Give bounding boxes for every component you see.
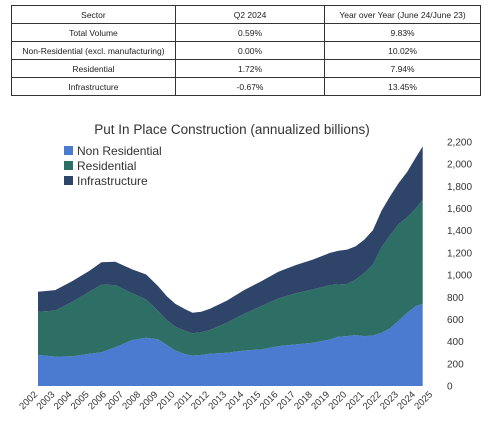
cell-yoy: 9.83% <box>324 23 481 42</box>
area-non-residential <box>38 303 423 386</box>
area-infrastructure <box>38 146 423 334</box>
area-series-group <box>38 146 423 386</box>
y-tick-label: 1,400 <box>447 226 472 237</box>
x-tick-label: 2017 <box>275 389 298 412</box>
cell-sector: Non-Residential (excl. manufacturing) <box>11 41 176 60</box>
cell-sector: Total Volume <box>11 23 176 42</box>
y-tick-label: 200 <box>447 359 464 370</box>
legend-label: Residential <box>77 159 136 173</box>
table-row: Residential 1.72% 7.94% <box>11 59 481 78</box>
cell-yoy: 10.02% <box>324 41 481 60</box>
x-tick-label: 2004 <box>52 389 75 412</box>
legend-label: Infrastructure <box>77 174 148 188</box>
table-header-row: Sector Q2 2024 Year over Year (June 24/J… <box>11 5 481 24</box>
y-tick-label: 1,200 <box>447 248 472 259</box>
legend-swatch <box>64 161 73 170</box>
y-tick-label: 600 <box>447 315 464 326</box>
table-row: Non-Residential (excl. manufacturing) 0.… <box>11 41 481 60</box>
x-tick-label: 2013 <box>206 389 229 412</box>
x-tick-label: 2014 <box>223 389 246 412</box>
cell-yoy: 13.45% <box>324 77 481 96</box>
area-residential <box>38 199 423 357</box>
legend-label: Non Residential <box>77 144 162 158</box>
x-tick-label: 2012 <box>189 389 212 412</box>
x-tick-label: 2024 <box>395 389 418 412</box>
header-yoy: Year over Year (June 24/June 23) <box>324 5 481 24</box>
x-tick-label: 2006 <box>86 389 109 412</box>
cell-q2: 0.59% <box>174 23 326 42</box>
cell-yoy: 7.94% <box>324 59 481 78</box>
x-tick-label: 2018 <box>292 389 315 412</box>
x-tick-label: 2016 <box>258 389 281 412</box>
y-tick-label: 400 <box>447 337 464 348</box>
x-tick-label: 2020 <box>326 389 349 412</box>
header-sector: Sector <box>11 5 176 24</box>
x-tick-label: 2021 <box>344 389 367 412</box>
x-tick-label: 2008 <box>120 389 143 412</box>
y-tick-label: 0 <box>447 382 453 393</box>
y-tick-label: 1,600 <box>447 204 472 215</box>
y-tick-label: 2,200 <box>447 138 472 149</box>
x-tick-label: 2011 <box>172 389 194 411</box>
x-tick-label: 2010 <box>155 389 178 412</box>
cell-sector: Residential <box>11 59 176 78</box>
y-tick-label: 2,000 <box>447 160 472 171</box>
x-tick-label: 2009 <box>138 389 161 412</box>
x-tick-label: 2022 <box>361 389 384 412</box>
chart-title: Put In Place Construction (annualized bi… <box>94 122 369 137</box>
y-tick-label: 800 <box>447 293 464 304</box>
cell-q2: 0.00% <box>174 41 326 60</box>
construction-area-chart: Put In Place Construction (annualized bi… <box>17 122 472 412</box>
cell-sector: Infrastructure <box>11 77 176 96</box>
x-tick-label: 2005 <box>69 389 92 412</box>
legend-swatch <box>64 146 73 155</box>
table-row: Total Volume 0.59% 9.83% <box>11 23 481 42</box>
y-tick-label: 1,000 <box>447 271 472 282</box>
header-q2-2024: Q2 2024 <box>174 5 326 24</box>
cell-q2: 1.72% <box>174 59 326 78</box>
legend-swatch <box>64 176 73 185</box>
x-tick-label: 2002 <box>17 389 40 412</box>
cell-q2: -0.67% <box>174 77 326 96</box>
table-row: Infrastructure -0.67% 13.45% <box>11 77 481 96</box>
x-axis: 2002200320042005200620072008200920102011… <box>17 389 435 412</box>
x-tick-label: 2025 <box>412 389 435 412</box>
y-axis: 0 200 400 600 800 1,000 1,200 1,400 1,600 1,800 2,… <box>447 138 472 393</box>
sector-growth-table: Sector Q2 2024 Year over Year (June 24/J… <box>11 5 481 96</box>
y-tick-label: 1,800 <box>447 182 472 193</box>
